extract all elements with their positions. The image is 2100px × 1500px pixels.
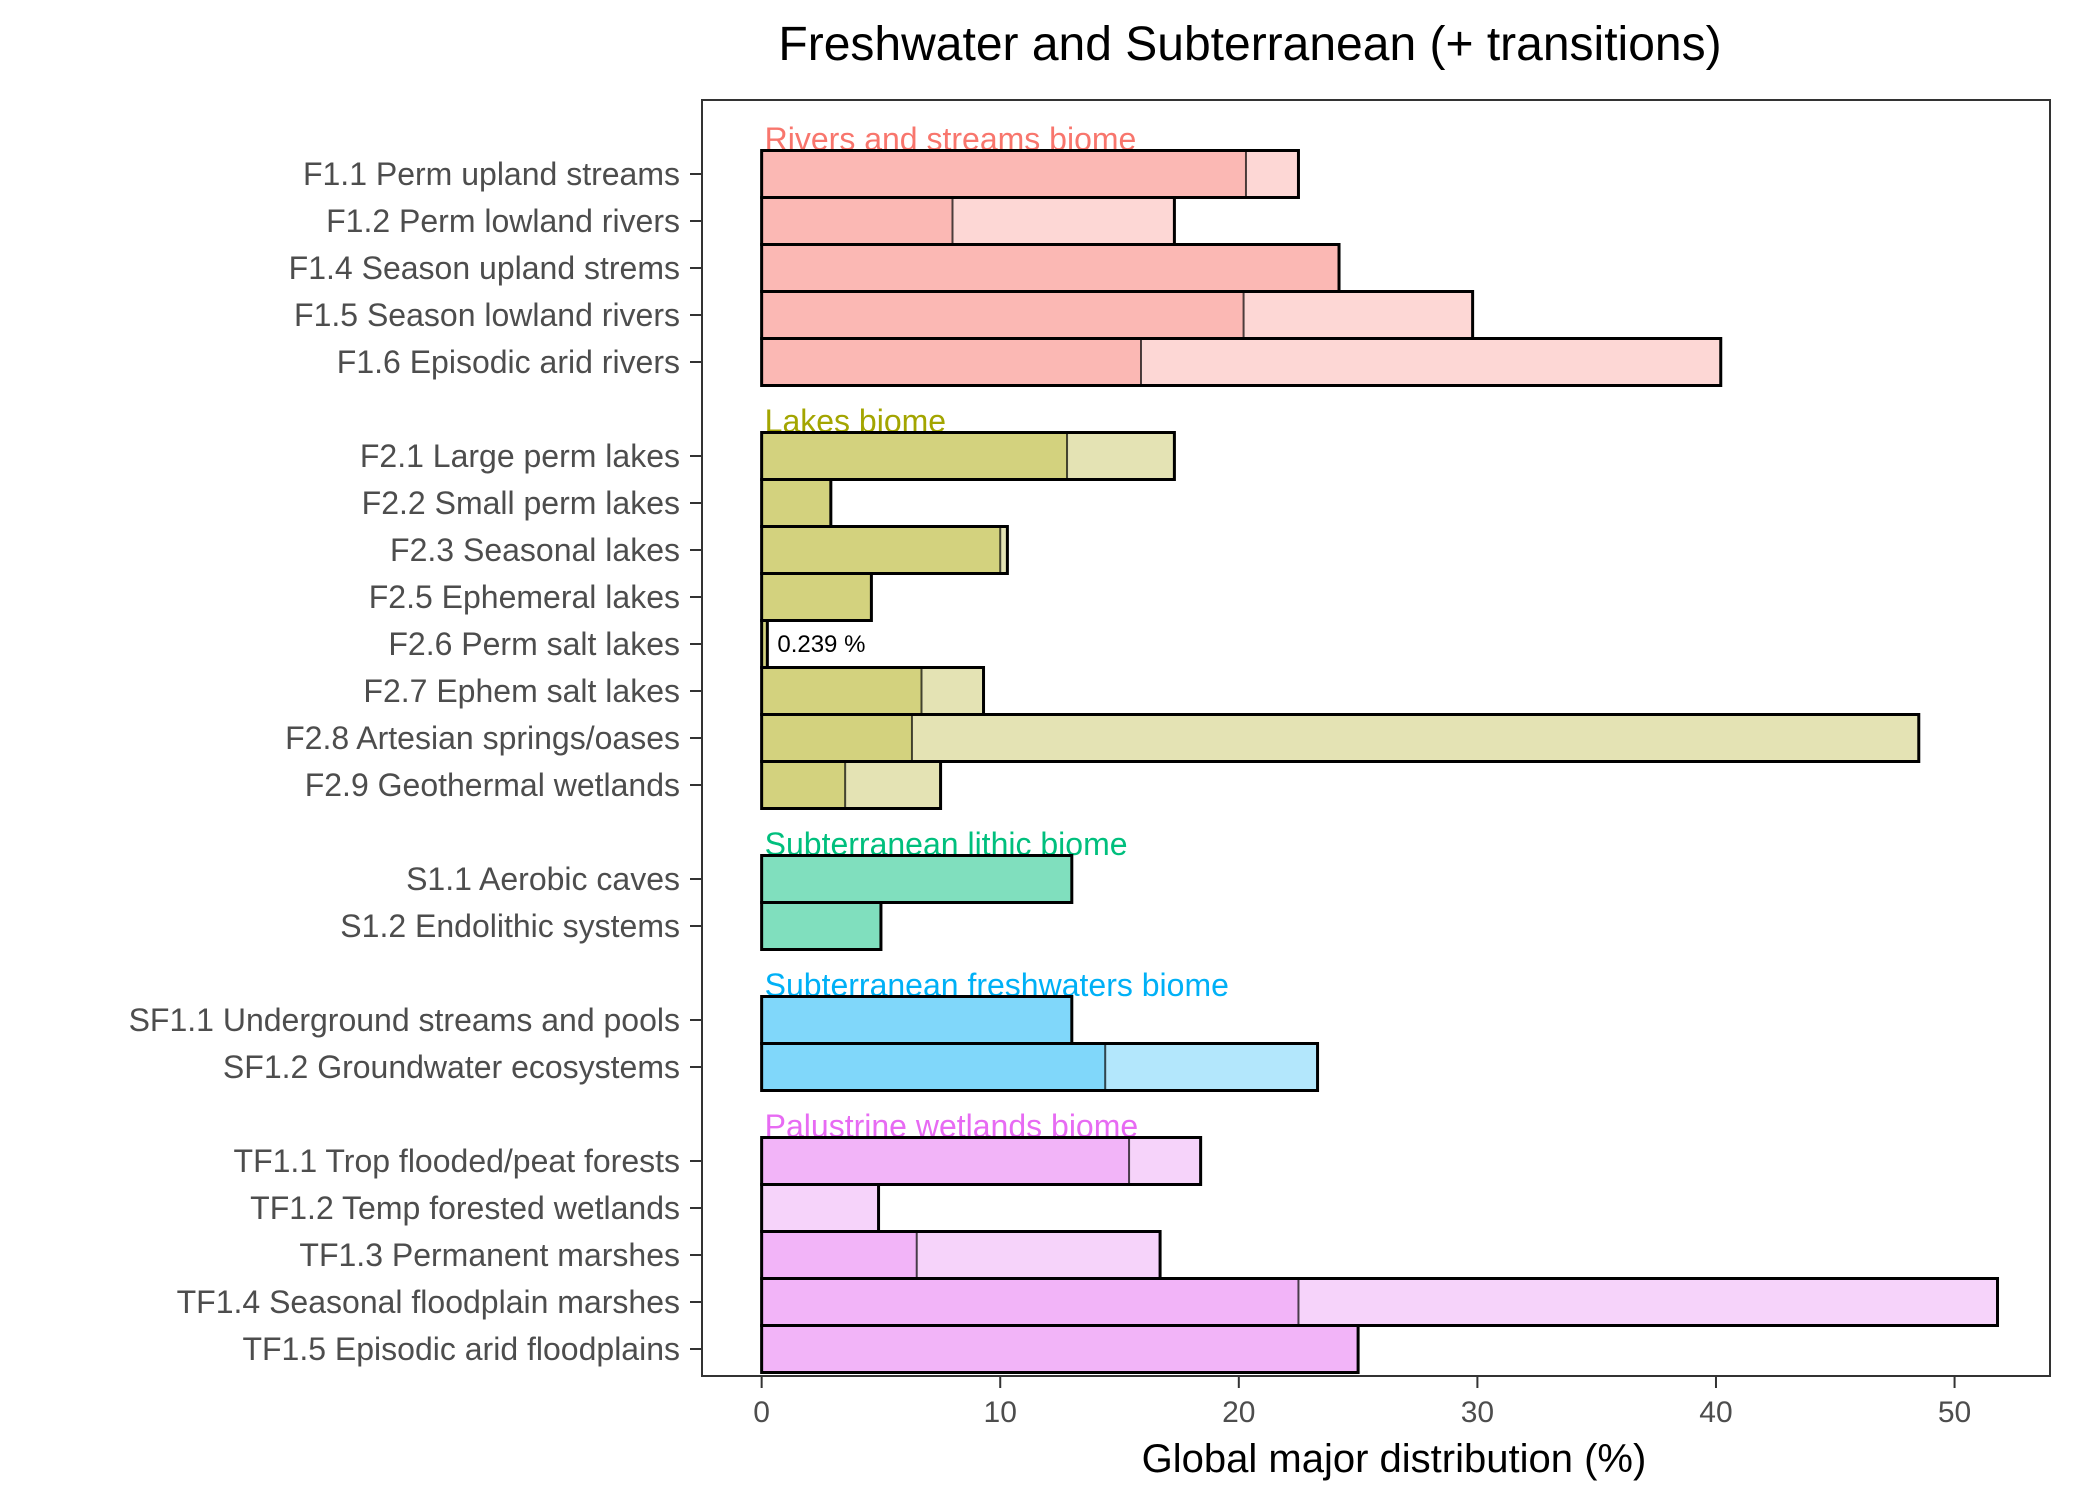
bar-transition [916,1231,1161,1279]
bar-transition [761,1184,879,1232]
bar-transition [1245,150,1299,198]
bar-transition [1105,1043,1318,1091]
bar-major [761,714,912,762]
bar-outline [760,1136,1203,1186]
y-tick-label: F2.9 Geothermal wetlands [305,767,680,803]
bar-major [761,1043,1106,1091]
bar-major [761,150,1246,198]
y-tick-label: F2.8 Artesian springs/oases [285,720,680,756]
bar-major [761,526,1001,574]
bar-outline [760,901,883,951]
y-tick-label: SF1.1 Underground streams and pools [129,1002,680,1038]
bar-outline [760,713,1921,763]
y-tick-label: SF1.2 Groundwater ecosystems [223,1049,680,1085]
y-tick-label: TF1.4 Seasonal floodplain marshes [177,1284,680,1320]
bar-transition [911,714,1919,762]
y-tick-label: F1.4 Season upland strems [289,250,680,286]
y-tick-label: F1.2 Perm lowland rivers [326,203,680,239]
x-tick-label: 40 [1699,1396,1732,1429]
x-tick-label: 0 [753,1396,770,1429]
x-axis: 0 10 20 30 40 50 [753,1376,1971,1429]
y-tick-label: F2.1 Large perm lakes [360,438,680,474]
x-axis-title: Global major distribution (%) [1142,1437,1647,1481]
bar-major [761,1137,1130,1185]
bar-outline [760,525,1009,575]
bar-transition [1298,1278,1998,1326]
bar-transition [1067,432,1175,480]
y-axis-labels: F1.1 Perm upland streams F1.2 Perm lowlan… [129,156,702,1367]
bar-transition [1129,1137,1201,1185]
bar-major [761,291,1244,339]
y-tick-label: TF1.2 Temp forested wetlands [250,1190,680,1226]
y-tick-label: S1.2 Endolithic systems [340,908,680,944]
bar-major [761,432,1068,480]
y-tick-label: F2.7 Ephem salt lakes [363,673,680,709]
y-tick-label: TF1.3 Permanent marshes [299,1237,680,1273]
bar-major [761,1278,1299,1326]
bar-outline [760,1277,2000,1327]
bar-outline [760,337,1723,387]
bar-transition [845,761,941,809]
y-tick-label: F1.5 Season lowland rivers [294,297,680,333]
y-tick-label: F1.6 Episodic arid rivers [337,344,680,380]
bar-outline [760,572,873,622]
y-tick-label: F2.6 Perm salt lakes [388,626,680,662]
bar-major [761,479,831,527]
y-tick-label: S1.1 Aerobic caves [406,861,680,897]
bar-outline [760,431,1176,481]
bar-transition [921,667,984,715]
bar-major [761,667,922,715]
bar-major [761,573,872,621]
bar-transition [1243,291,1473,339]
bar-transition [1140,338,1721,386]
bar-major [761,902,881,950]
x-tick-label: 10 [984,1396,1017,1429]
bar-major [761,761,846,809]
y-tick-label: F2.3 Seasonal lakes [390,532,680,568]
y-tick-label: TF1.1 Trop flooded/peat forests [234,1143,680,1179]
x-tick-label: 50 [1938,1396,1971,1429]
x-tick-label: 20 [1222,1396,1255,1429]
bar-major [761,855,1072,903]
y-tick-label: TF1.5 Episodic arid floodplains [242,1331,680,1367]
bar-major [761,1325,1359,1373]
bar-major [761,338,1141,386]
bar-outline [760,1042,1320,1092]
bar-transition [1000,526,1008,574]
bar-outline [760,854,1074,904]
x-tick-label: 30 [1461,1396,1494,1429]
bar-major [761,1231,917,1279]
bar-major [761,620,768,668]
bar-value-label: 0.239 % [777,631,865,658]
bar-transition [952,197,1175,245]
bar-outline [760,1324,1360,1374]
y-tick-label: F2.2 Small perm lakes [362,485,680,521]
bar-major [761,244,1340,292]
bar-outline [760,760,943,810]
chart-title: Freshwater and Subterranean (+ transitio… [778,18,1721,71]
y-tick-label: F2.5 Ephemeral lakes [369,579,680,615]
y-tick-label: F1.1 Perm upland streams [303,156,680,192]
bar-major [761,197,953,245]
bar-major [761,996,1072,1044]
